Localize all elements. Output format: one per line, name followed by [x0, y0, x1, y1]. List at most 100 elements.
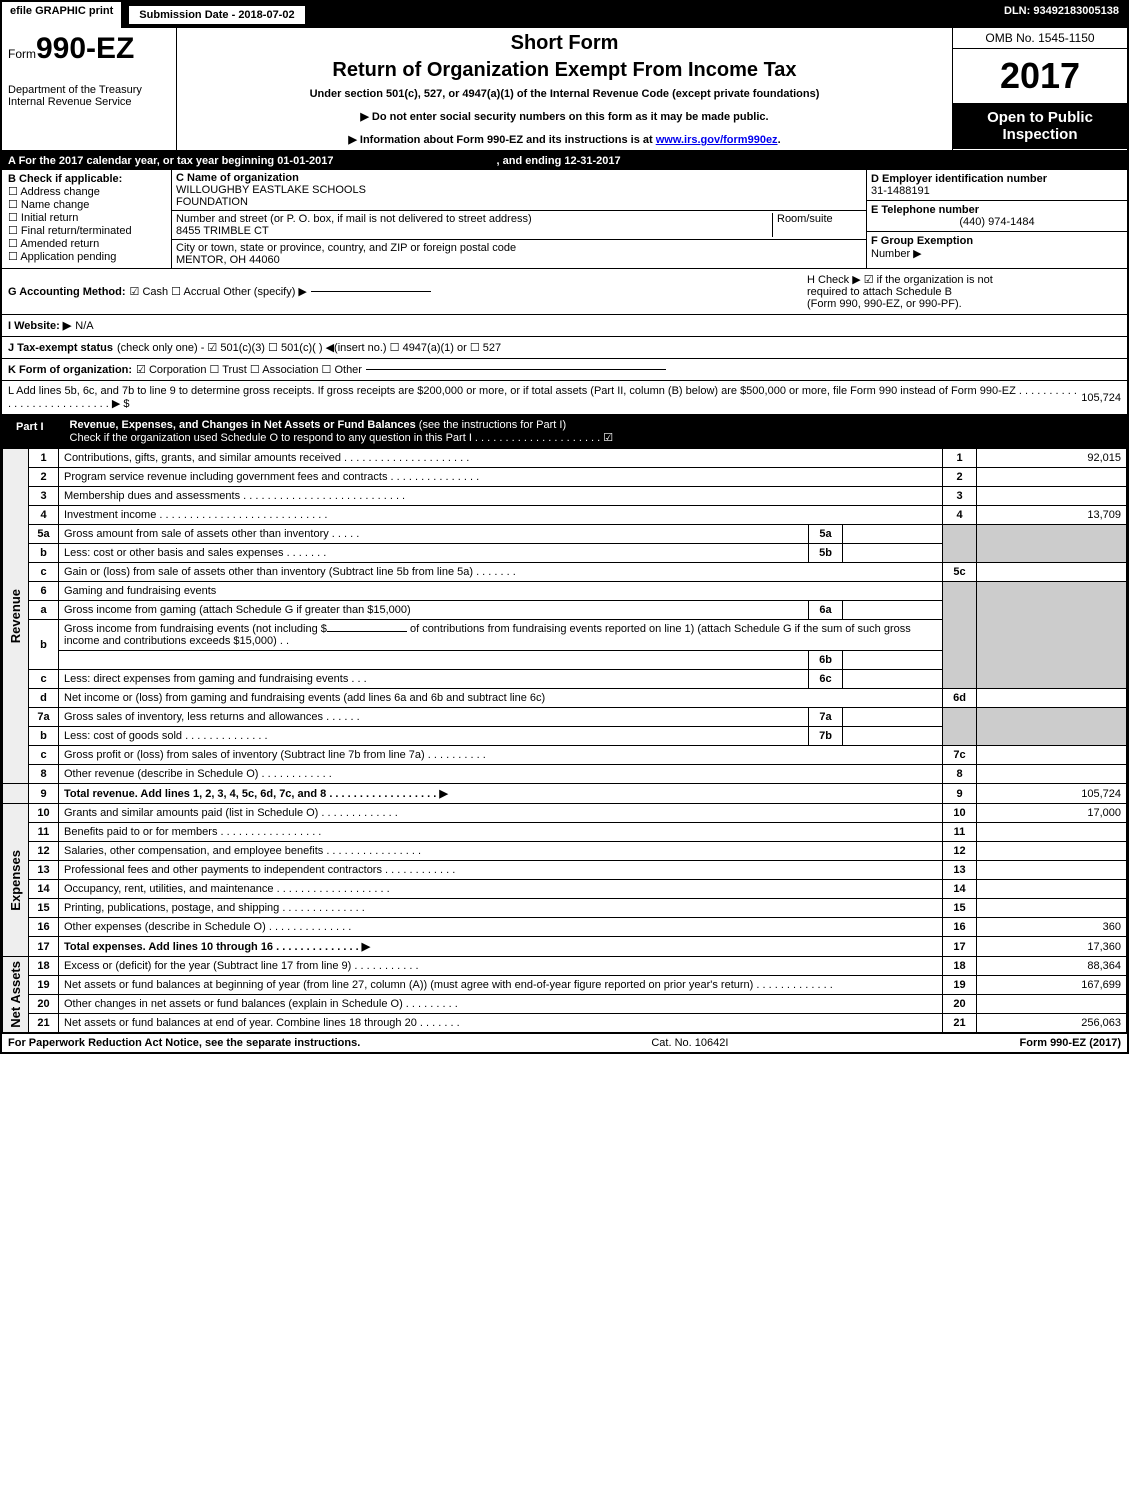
line-15-amt	[977, 899, 1127, 918]
phone-value: (440) 974-1484	[871, 216, 1123, 228]
h-line3: (Form 990, 990-EZ, or 990-PF).	[807, 298, 1121, 310]
line-6b-blank[interactable]	[327, 631, 407, 632]
l-text: L Add lines 5b, 6c, and 7b to line 9 to …	[8, 385, 1077, 410]
room-suite-label: Room/suite	[772, 213, 862, 237]
b-label: B Check if applicable:	[8, 173, 165, 185]
org-name-2: FOUNDATION	[176, 196, 862, 208]
city-value: MENTOR, OH 44060	[176, 254, 862, 266]
line-6d-amt	[977, 689, 1127, 708]
line-2-desc: Program service revenue including govern…	[59, 468, 943, 487]
line-12-desc: Salaries, other compensation, and employ…	[59, 842, 943, 861]
g-other-specify[interactable]	[311, 291, 431, 292]
part-i-title: Revenue, Expenses, and Changes in Net As…	[70, 419, 416, 431]
line-13-amt	[977, 861, 1127, 880]
submission-date: Submission Date - 2018-07-02	[127, 4, 306, 26]
line-6b-desc: Gross income from fundraising events (no…	[59, 620, 943, 651]
form-number: 990-EZ	[36, 32, 134, 65]
g-label: G Accounting Method:	[8, 286, 126, 298]
line-16-desc: Other expenses (describe in Schedule O) …	[59, 918, 943, 937]
treasury-dept: Department of the Treasury	[8, 84, 170, 96]
j-options[interactable]: (check only one) - ☑ 501(c)(3) ☐ 501(c)(…	[117, 341, 501, 354]
line-10-amt: 17,000	[977, 804, 1127, 823]
omb-number: OMB No. 1545-1150	[953, 28, 1127, 49]
line-19-amt: 167,699	[977, 976, 1127, 995]
cat-no: Cat. No. 10642I	[360, 1037, 1019, 1049]
i-label: I Website: ▶	[8, 319, 71, 332]
line-7a-val	[843, 708, 943, 727]
line-5c-desc: Gain or (loss) from sale of assets other…	[59, 563, 943, 582]
info-line: ▶ Information about Form 990-EZ and its …	[183, 133, 946, 146]
line-6c-val	[843, 670, 943, 689]
row-a-calendar-year: A For the 2017 calendar year, or tax yea…	[2, 152, 1127, 170]
line-18-amt: 88,364	[977, 957, 1127, 976]
line-1-desc: Contributions, gifts, grants, and simila…	[59, 449, 943, 468]
side-expenses: Expenses	[3, 804, 29, 957]
line-7b-val	[843, 727, 943, 746]
line-7c-amt	[977, 746, 1127, 765]
row-l: L Add lines 5b, 6c, and 7b to line 9 to …	[2, 381, 1127, 415]
row-k: K Form of organization: ☑ Corporation ☐ …	[2, 359, 1127, 381]
street-label: Number and street (or P. O. box, if mail…	[176, 213, 532, 225]
chk-final-return[interactable]: ☐ Final return/terminated	[8, 224, 165, 237]
line-20-desc: Other changes in net assets or fund bala…	[59, 995, 943, 1014]
line-13-desc: Professional fees and other payments to …	[59, 861, 943, 880]
k-label: K Form of organization:	[8, 364, 132, 376]
line-3-desc: Membership dues and assessments . . . . …	[59, 487, 943, 506]
line-6d-desc: Net income or (loss) from gaming and fun…	[59, 689, 943, 708]
city-label: City or town, state or province, country…	[176, 242, 862, 254]
line-10-desc: Grants and similar amounts paid (list in…	[59, 804, 943, 823]
line-11-amt	[977, 823, 1127, 842]
line-6a-desc: Gross income from gaming (attach Schedul…	[59, 601, 809, 620]
l-value: 105,724	[1081, 392, 1121, 404]
line-2-amt	[977, 468, 1127, 487]
row-j: J Tax-exempt status (check only one) - ☑…	[2, 337, 1127, 359]
return-title: Return of Organization Exempt From Incom…	[183, 59, 946, 82]
line-8-desc: Other revenue (describe in Schedule O) .…	[59, 765, 943, 784]
chk-amended-return[interactable]: ☐ Amended return	[8, 237, 165, 250]
h-line1: H Check ▶ ☑ if the organization is not	[807, 273, 1121, 286]
line-18-desc: Excess or (deficit) for the year (Subtra…	[59, 957, 943, 976]
irs-link[interactable]: www.irs.gov/form990ez	[656, 134, 778, 146]
line-9-desc: Total revenue. Add lines 1, 2, 3, 4, 5c,…	[59, 784, 943, 804]
form-ref: Form 990-EZ (2017)	[1020, 1037, 1122, 1049]
line-7c-desc: Gross profit or (loss) from sales of inv…	[59, 746, 943, 765]
j-label: J Tax-exempt status	[8, 342, 113, 354]
form-header: Form990-EZ Department of the Treasury In…	[2, 28, 1127, 152]
under-section: Under section 501(c), 527, or 4947(a)(1)…	[183, 88, 946, 100]
dln: DLN: 93492183005138	[996, 2, 1127, 28]
efile-print[interactable]: efile GRAPHIC print	[2, 2, 123, 28]
line-14-amt	[977, 880, 1127, 899]
line-1-amt: 92,015	[977, 449, 1127, 468]
line-20-amt	[977, 995, 1127, 1014]
part-i-paren: (see the instructions for Part I)	[419, 419, 566, 431]
line-3-amt	[977, 487, 1127, 506]
line-16-amt: 360	[977, 918, 1127, 937]
k-options[interactable]: ☑ Corporation ☐ Trust ☐ Association ☐ Ot…	[136, 363, 362, 376]
line-9-amt: 105,724	[977, 784, 1127, 804]
k-other-line[interactable]	[366, 369, 666, 370]
line-7b-desc: Less: cost of goods sold . . . . . . . .…	[59, 727, 809, 746]
chk-application-pending[interactable]: ☐ Application pending	[8, 250, 165, 263]
short-form-title: Short Form	[183, 32, 946, 55]
e-label: E Telephone number	[871, 204, 1123, 216]
f-label: F Group Exemption	[871, 235, 973, 247]
chk-name-change[interactable]: ☐ Name change	[8, 198, 165, 211]
line-11-desc: Benefits paid to or for members . . . . …	[59, 823, 943, 842]
line-17-desc: Total expenses. Add lines 10 through 16 …	[59, 937, 943, 957]
side-revenue: Revenue	[3, 449, 29, 784]
side-net-assets: Net Assets	[3, 957, 29, 1033]
line-5b-desc: Less: cost or other basis and sales expe…	[59, 544, 809, 563]
g-options[interactable]: ☑ Cash ☐ Accrual Other (specify) ▶	[130, 285, 307, 298]
chk-initial-return[interactable]: ☐ Initial return	[8, 211, 165, 224]
line-21-desc: Net assets or fund balances at end of ye…	[59, 1014, 943, 1033]
line-5b-val	[843, 544, 943, 563]
line-7a-desc: Gross sales of inventory, less returns a…	[59, 708, 809, 727]
org-name-1: WILLOUGHBY EASTLAKE SCHOOLS	[176, 184, 862, 196]
line-6a-val	[843, 601, 943, 620]
chk-address-change[interactable]: ☐ Address change	[8, 185, 165, 198]
part-i-tag: Part I	[8, 419, 52, 444]
line-6-desc: Gaming and fundraising events	[59, 582, 943, 601]
tax-year: 2017	[953, 49, 1127, 103]
part-i-header: Part I Revenue, Expenses, and Changes in…	[2, 415, 1127, 448]
line-14-desc: Occupancy, rent, utilities, and maintena…	[59, 880, 943, 899]
